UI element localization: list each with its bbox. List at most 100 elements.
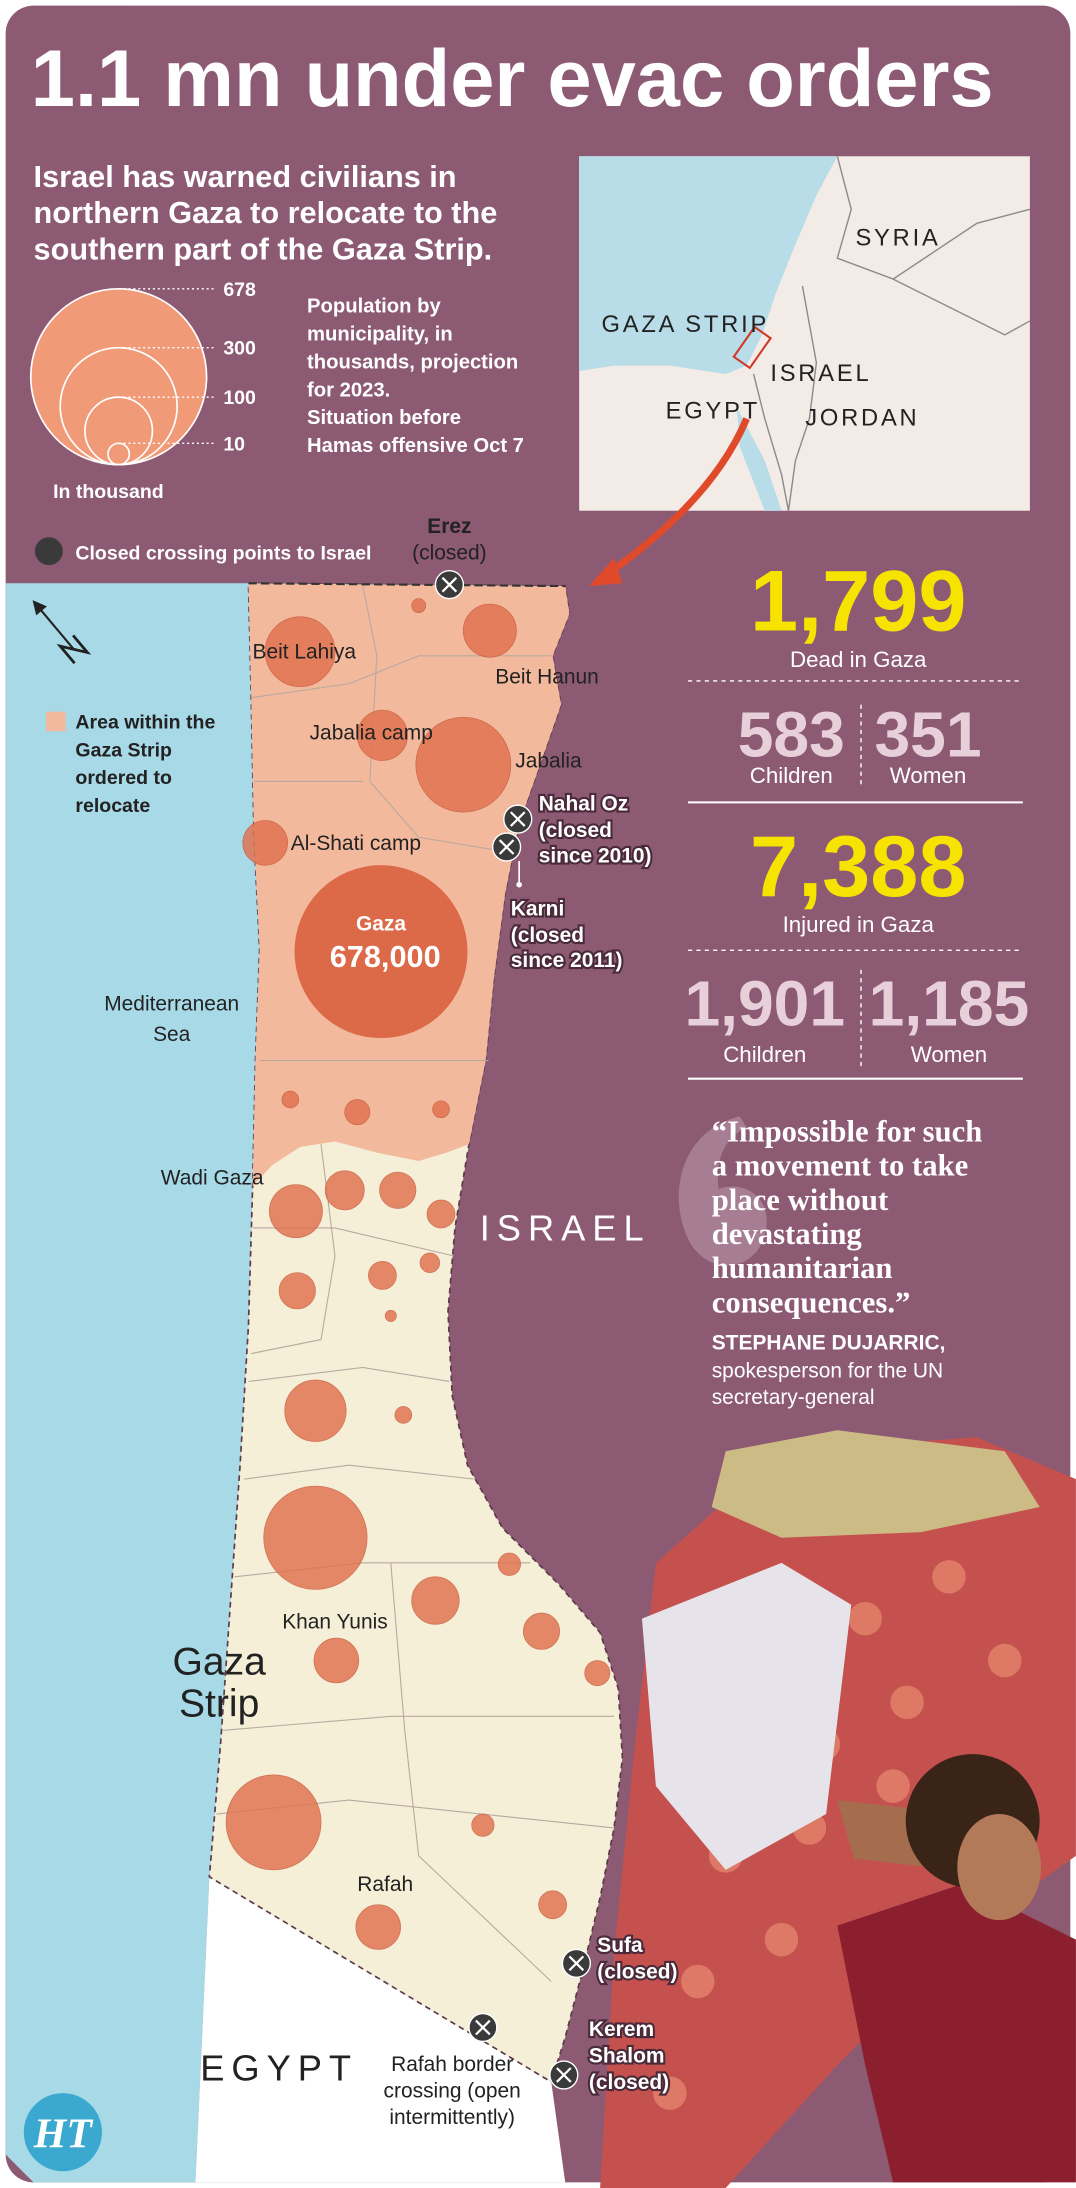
- size-legend-note: Situation before: [307, 407, 461, 429]
- logo-badge: [23, 2093, 102, 2172]
- municipality-circle: [344, 1099, 371, 1126]
- quote-role: spokesperson for the UN: [712, 1359, 943, 1382]
- subtitle: Israel has warned civilians in: [34, 159, 457, 194]
- population-circles: [225, 598, 611, 1950]
- legend-area: ordered to: [75, 767, 172, 789]
- israel-label: ISRAEL: [480, 1208, 651, 1249]
- size-legend-label: 100: [223, 387, 256, 409]
- municipality-circle: [242, 820, 288, 866]
- egypt-label: EGYPT: [200, 2048, 358, 2089]
- stat-breakdown-label: Women: [911, 1042, 987, 1067]
- photo: [600, 1430, 1076, 2188]
- place-label: Jabalia camp: [310, 722, 433, 745]
- municipality-circle: [368, 1261, 397, 1290]
- crossing-name: Karni: [511, 897, 564, 920]
- municipality-circle: [419, 1252, 441, 1274]
- legend-area: Gaza Strip: [75, 739, 172, 761]
- crossing-icon-cross: [510, 811, 526, 827]
- gaza-city-circle: [294, 865, 468, 1039]
- legend-crossing-icon: [34, 537, 63, 566]
- municipality-circle: [356, 709, 408, 761]
- municipality-circle: [584, 1660, 611, 1687]
- subtitle: northern Gaza to relocate to the: [34, 195, 498, 230]
- inset-map-label: ISRAEL: [770, 361, 871, 387]
- logo: HT: [33, 2112, 94, 2158]
- quote-mark: [678, 1116, 767, 1266]
- size-legend-note: municipality, in: [307, 323, 453, 345]
- crossing-name: Erez: [427, 515, 471, 538]
- quote-text: “Impossible for such: [712, 1114, 983, 1148]
- north-arrow: [32, 600, 92, 665]
- crossing-status: (closed: [539, 819, 612, 842]
- sea: [5, 583, 260, 2183]
- inset-borders: [752, 156, 1031, 511]
- quote-text: humanitarian: [712, 1251, 893, 1285]
- municipality-circle: [497, 1552, 521, 1576]
- size-legend-label: 678: [223, 279, 256, 301]
- sea-label: Sea: [153, 1023, 191, 1046]
- municipality-circle: [355, 1904, 401, 1950]
- municipality-circle: [379, 1171, 417, 1209]
- municipality-circle: [415, 716, 512, 813]
- gaza-city-population: 678,000: [330, 939, 441, 974]
- quote-author: STEPHANE DUJARRIC,: [712, 1331, 946, 1354]
- stat-breakdown-value: 351: [874, 698, 981, 770]
- municipality-circle: [471, 1813, 495, 1837]
- stat-total: 7,388: [750, 819, 966, 915]
- title: 1.1 mn under evac orders: [31, 34, 994, 124]
- crossing-status: (closed): [597, 1961, 677, 1984]
- municipality-circle: [411, 1576, 460, 1625]
- stat-label: Dead in Gaza: [790, 647, 927, 672]
- legend-area: Area within the: [75, 711, 215, 733]
- size-legend-note: Hamas offensive Oct 7: [307, 435, 524, 457]
- inset-map-label: SYRIA: [855, 226, 940, 252]
- size-legend-note: Population by: [307, 296, 441, 318]
- legend-area: relocate: [75, 795, 150, 817]
- crossing-icon-cross: [556, 2067, 572, 2083]
- gaza-city-name: Gaza: [356, 913, 406, 936]
- subtitle: southern part of the Gaza Strip.: [34, 232, 493, 267]
- size-legend-note: for 2023.: [307, 379, 390, 401]
- municipality-circle: [263, 1485, 368, 1590]
- municipality-circle: [426, 1199, 456, 1229]
- crossing-icon-cross: [475, 2019, 491, 2036]
- quote-text: devastating: [712, 1217, 863, 1251]
- quote-role: secretary-general: [712, 1386, 875, 1409]
- stat-label: Injured in Gaza: [783, 912, 935, 937]
- crossing-name: Nahal Oz: [539, 793, 629, 816]
- municipality-circle: [384, 1309, 397, 1322]
- strip-label: Gaza: [172, 1640, 266, 1683]
- crossing-icon-cross: [441, 576, 458, 593]
- municipality-circle: [394, 1406, 413, 1424]
- municipality-circle: [278, 1272, 316, 1310]
- municipality-circle: [432, 1100, 450, 1119]
- municipality-circle: [281, 1090, 300, 1109]
- municipality-circle: [313, 1637, 360, 1684]
- stat-breakdown-value: 1,185: [869, 968, 1030, 1040]
- municipality-circle: [264, 616, 336, 687]
- pointer-arrow: [598, 417, 750, 582]
- size-legend-label: 10: [223, 433, 245, 455]
- municipality-circle: [225, 1774, 322, 1871]
- municipality-circle: [268, 1184, 323, 1239]
- crossing-name: Kerem: [589, 2018, 654, 2041]
- border-line: [248, 582, 566, 588]
- crossing-icon-cross: [498, 839, 515, 855]
- stat-breakdown-label: Children: [723, 1042, 806, 1067]
- crossing-status: (closed): [412, 542, 486, 565]
- leader-dot: [516, 881, 522, 888]
- place-label: Beit Lahiya: [253, 641, 357, 664]
- quote-text: consequences.”: [712, 1285, 911, 1319]
- quote-text: place without: [712, 1183, 889, 1217]
- pointer-arrow-head: [588, 558, 623, 587]
- municipality-circle: [538, 1890, 568, 1920]
- municipality-circle: [324, 1170, 365, 1211]
- inset-sea: [579, 156, 838, 374]
- rafah-crossing-label: Rafah border: [391, 2053, 513, 2076]
- size-legend-circle: [29, 288, 208, 466]
- place-label: Al-Shati camp: [291, 832, 421, 855]
- place-label: Rafah: [357, 1873, 413, 1896]
- rafah-crossing-label: intermittently): [389, 2106, 515, 2129]
- municipality-circle: [462, 603, 517, 658]
